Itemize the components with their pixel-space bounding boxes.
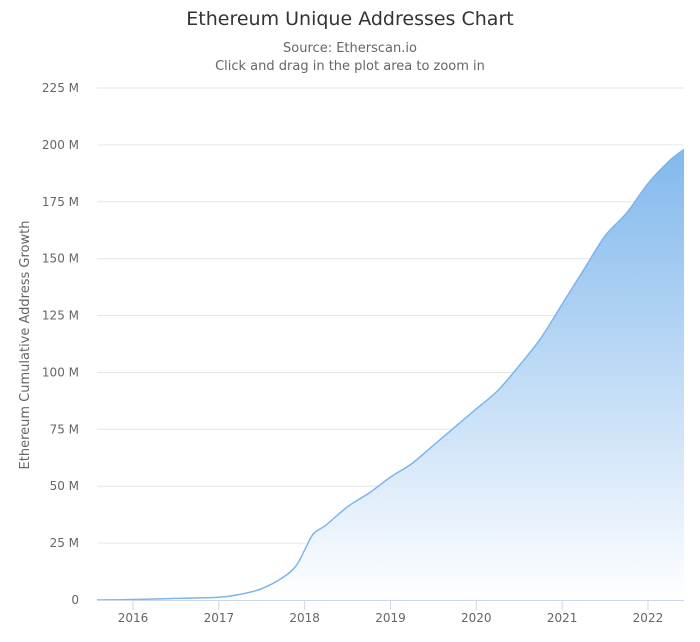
y-tick-label: 175 M [42, 195, 79, 209]
series-line[interactable] [96, 148, 685, 601]
series-area[interactable] [96, 148, 685, 601]
x-tick-label: 2016 [118, 611, 149, 625]
y-axis-title: Ethereum Cumulative Address Growth [18, 221, 33, 470]
y-tick-label: 200 M [42, 138, 79, 152]
y-tick-label: 225 M [42, 81, 79, 95]
y-tick-label: 0 [71, 593, 79, 607]
chart-title: Ethereum Unique Addresses Chart [186, 8, 514, 30]
x-tick-label: 2017 [204, 611, 235, 625]
chart-subtitle: Source: Etherscan.io [283, 41, 417, 56]
x-tick-label: 2018 [289, 611, 320, 625]
y-tick-label: 50 M [50, 479, 79, 493]
y-tick-label: 75 M [50, 422, 79, 436]
y-tick-label: 150 M [42, 252, 79, 266]
x-tick-label: 2020 [461, 611, 492, 625]
y-tick-label: 125 M [42, 309, 79, 323]
axes: 0 25 M 50 M 75 M 100 M 125 M 150 M 175 M 200 M 22… [42, 81, 684, 625]
x-tick-label: 2022 [633, 611, 664, 625]
y-tick-label: 100 M [42, 365, 79, 379]
series-area-fill[interactable] [97, 149, 684, 600]
x-tick-label: 2021 [547, 611, 578, 625]
x-tick-label: 2019 [375, 611, 406, 625]
y-tick-label: 25 M [50, 536, 79, 550]
zoom-hint: Click and drag in the plot area to zoom … [215, 59, 485, 74]
